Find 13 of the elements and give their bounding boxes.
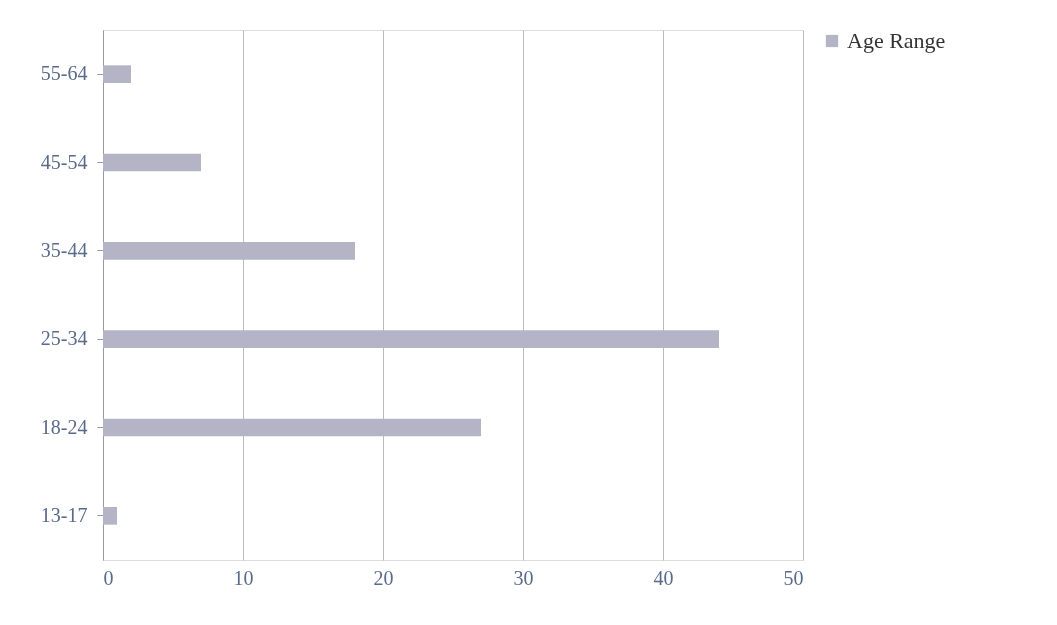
x-tick-label: 30 [513, 566, 534, 589]
legend-label: Age Range [847, 28, 946, 53]
x-tick-label: 50 [783, 566, 804, 589]
x-tick-label: 40 [653, 566, 674, 589]
y-tick-label: 13-17 [40, 503, 88, 526]
x-tick-label: 20 [373, 566, 394, 589]
y-tick-label: 25-34 [40, 327, 88, 350]
y-tick-label: 35-44 [40, 238, 88, 261]
y-tick-label: 18-24 [40, 415, 88, 438]
y-tick-label: 45-54 [40, 150, 88, 173]
y-tick-label: 55-64 [40, 62, 88, 85]
x-tick-label: 0 [103, 566, 114, 589]
x-tick-label: 10 [233, 566, 254, 589]
